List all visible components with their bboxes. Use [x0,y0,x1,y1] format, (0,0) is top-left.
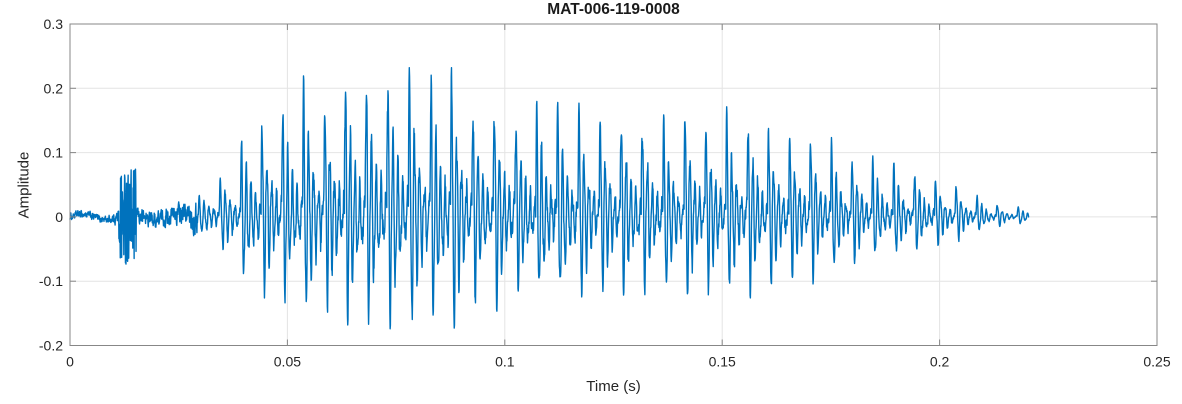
x-tick-label: 0.05 [274,354,301,370]
waveform-line [69,67,1030,330]
chart-title: MAT-006-119-0008 [547,1,680,18]
y-tick-label: -0.2 [39,338,63,354]
x-axis-label: Time (s) [586,378,641,395]
x-tick-label: 0 [66,354,74,370]
y-tick-label: 0.3 [44,16,64,32]
y-tick-label: 0.2 [44,80,64,96]
x-tick-label: 0.1 [495,354,515,370]
y-tick-label: 0.1 [44,145,64,161]
x-tick-label: 0.15 [709,354,736,370]
y-tick-label: 0 [55,209,63,225]
x-tick-label: 0.25 [1143,354,1170,370]
x-tick-label: 0.2 [930,354,950,370]
y-tick-label: -0.1 [39,273,63,289]
axes-box [69,23,1158,346]
